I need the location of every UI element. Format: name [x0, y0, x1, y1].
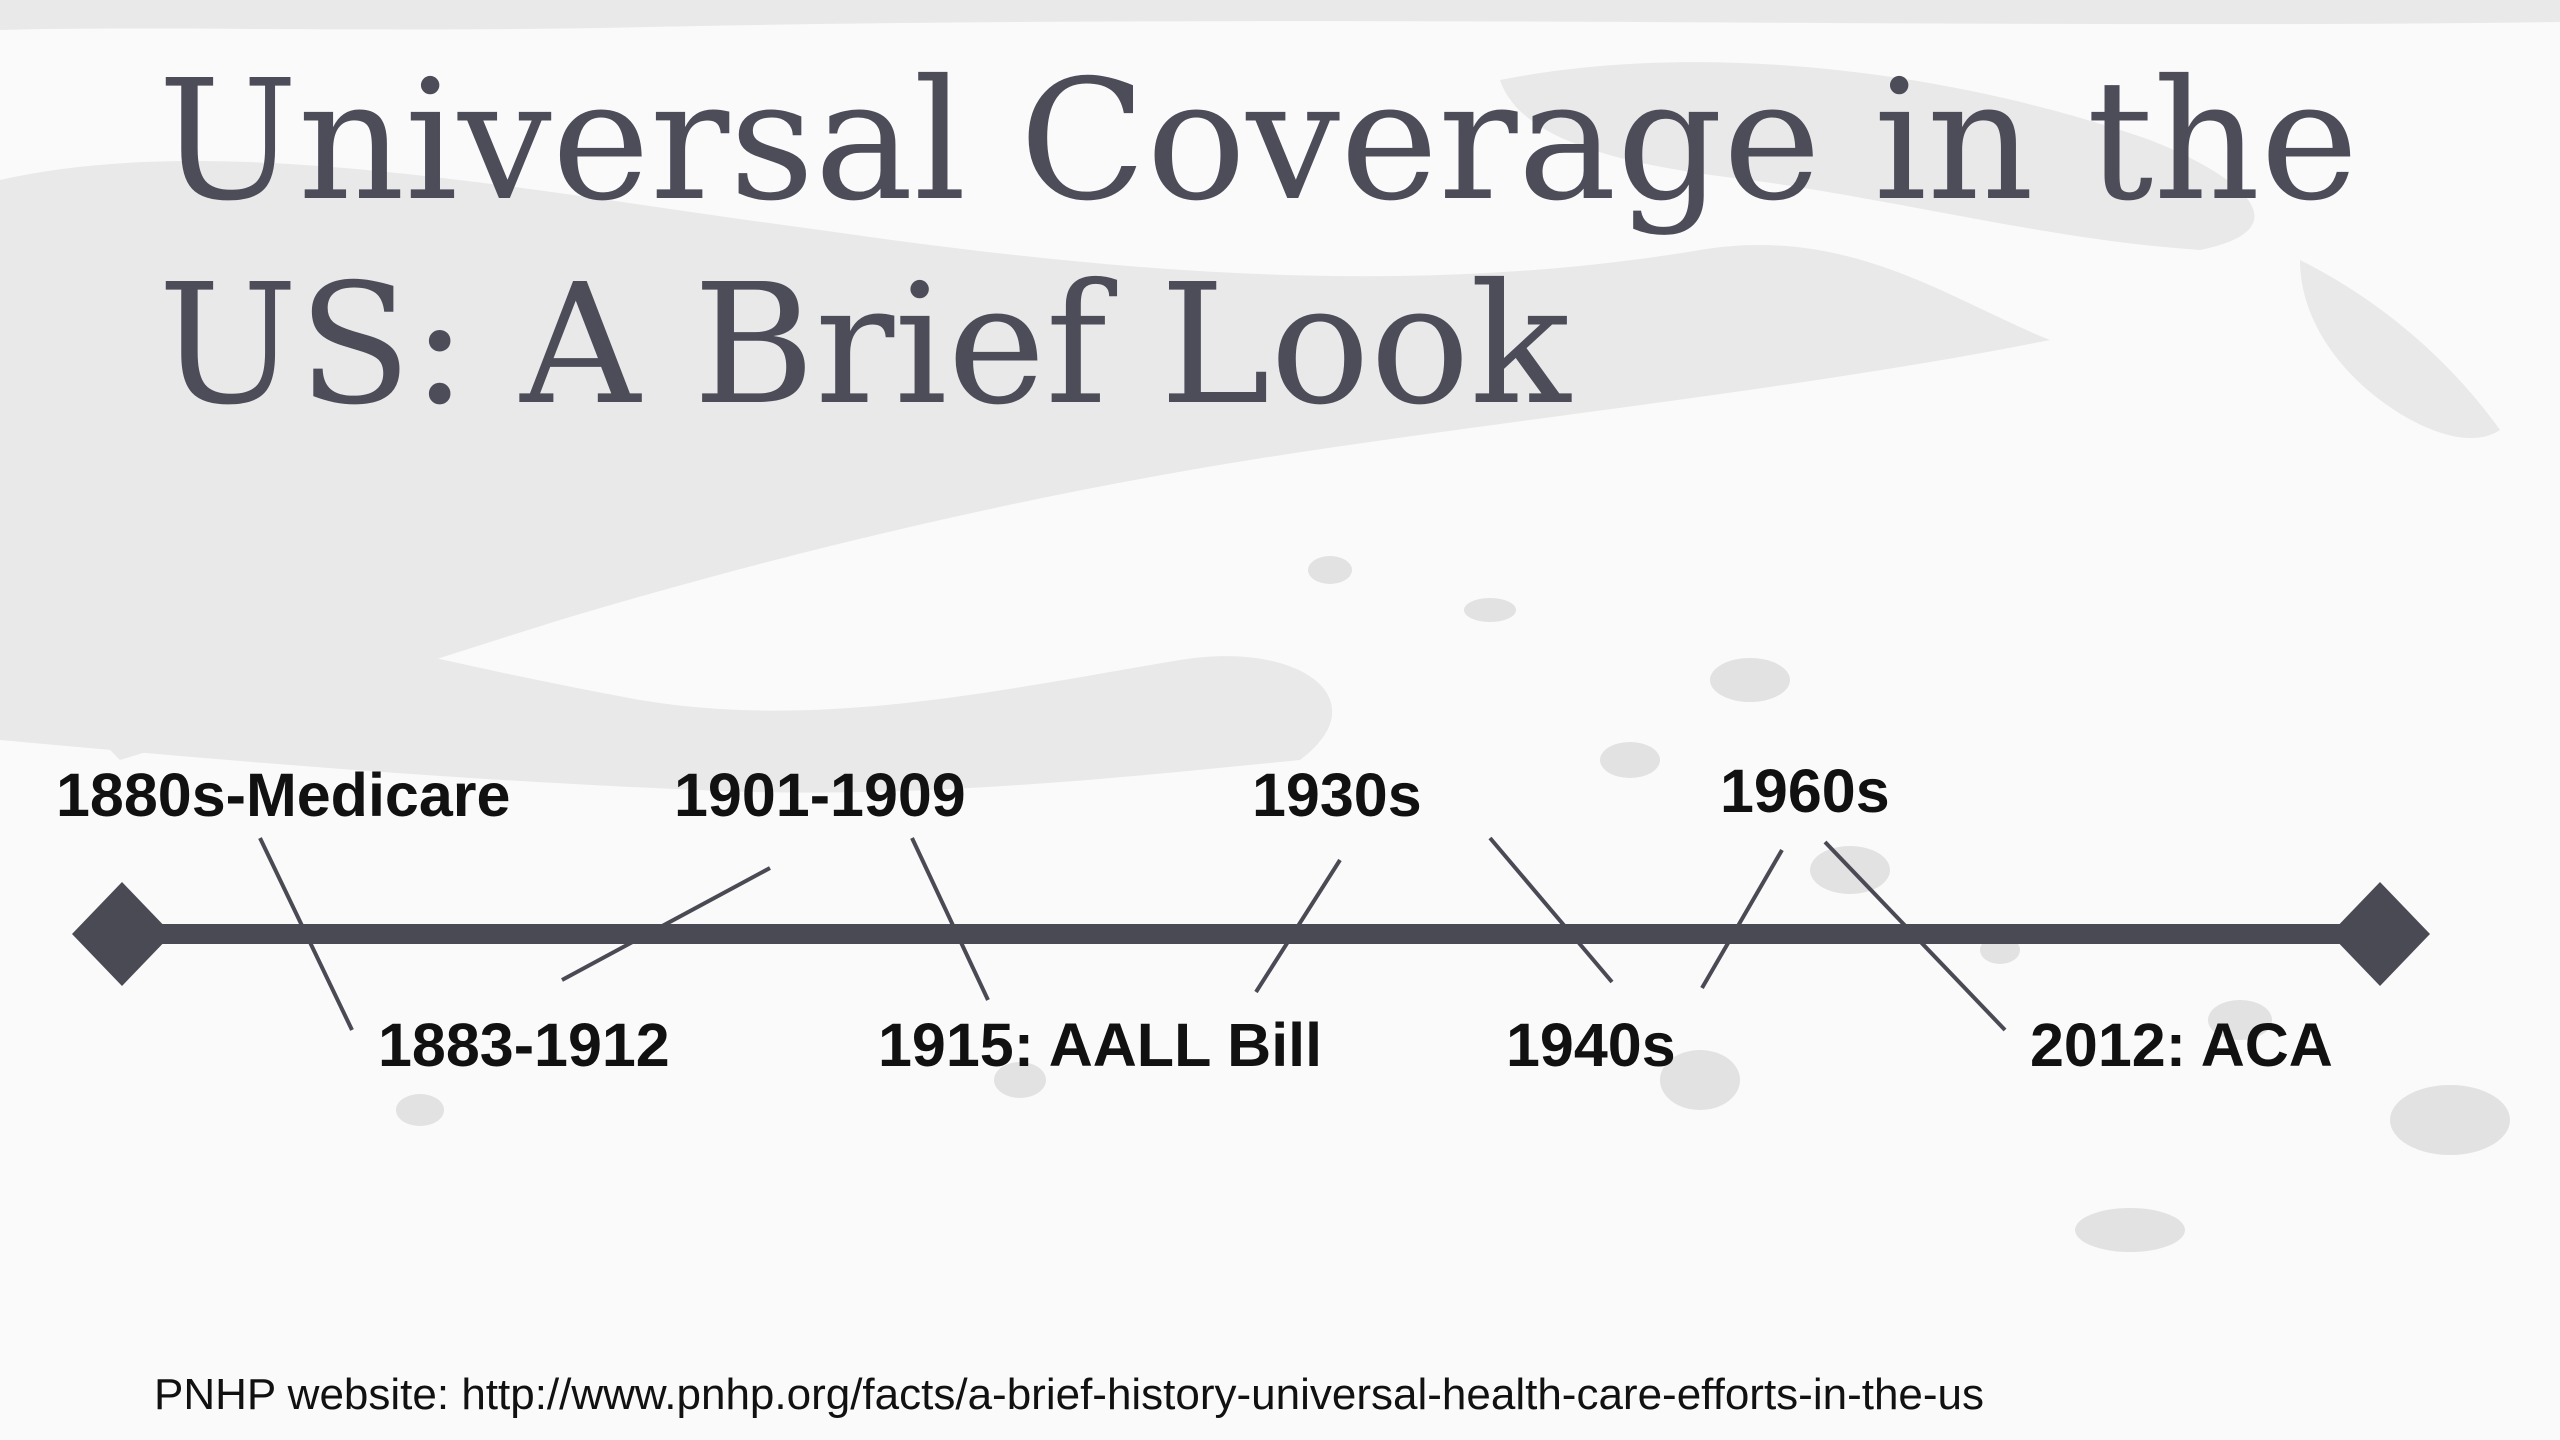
connector-1883 — [561, 866, 771, 982]
connector-1880s — [258, 837, 354, 1031]
timeline-event-2012: 2012: ACA — [2030, 1011, 2333, 1079]
title-line-1: Universal Coverage in the — [158, 45, 2359, 238]
timeline-start-diamond — [72, 882, 172, 986]
timeline-event-1880s: 1880s-Medicare — [56, 761, 511, 829]
timeline-event-1883-1912: 1883-1912 — [378, 1011, 670, 1079]
timeline-event-1901-1909: 1901-1909 — [674, 761, 966, 829]
connector-1930s — [1488, 836, 1614, 984]
connector-1915 — [1254, 858, 1342, 994]
page-title: Universal Coverage in the US: A Brief Lo… — [158, 40, 2358, 448]
connector-1960s — [1823, 840, 2007, 1032]
timeline-event-1930s: 1930s — [1252, 761, 1422, 829]
timeline-event-1940s: 1940s — [1506, 1011, 1676, 1079]
timeline-end-diamond — [2330, 882, 2430, 986]
connector-1940s — [1700, 848, 1784, 990]
timeline-event-1960s: 1960s — [1720, 757, 1890, 825]
connector-1901 — [910, 837, 990, 1001]
source-citation: PNHP website: http://www.pnhp.org/facts/… — [154, 1370, 1985, 1419]
title-line-2: US: A Brief Look — [158, 249, 1571, 442]
timeline-event-1915: 1915: AALL Bill — [878, 1011, 1323, 1079]
